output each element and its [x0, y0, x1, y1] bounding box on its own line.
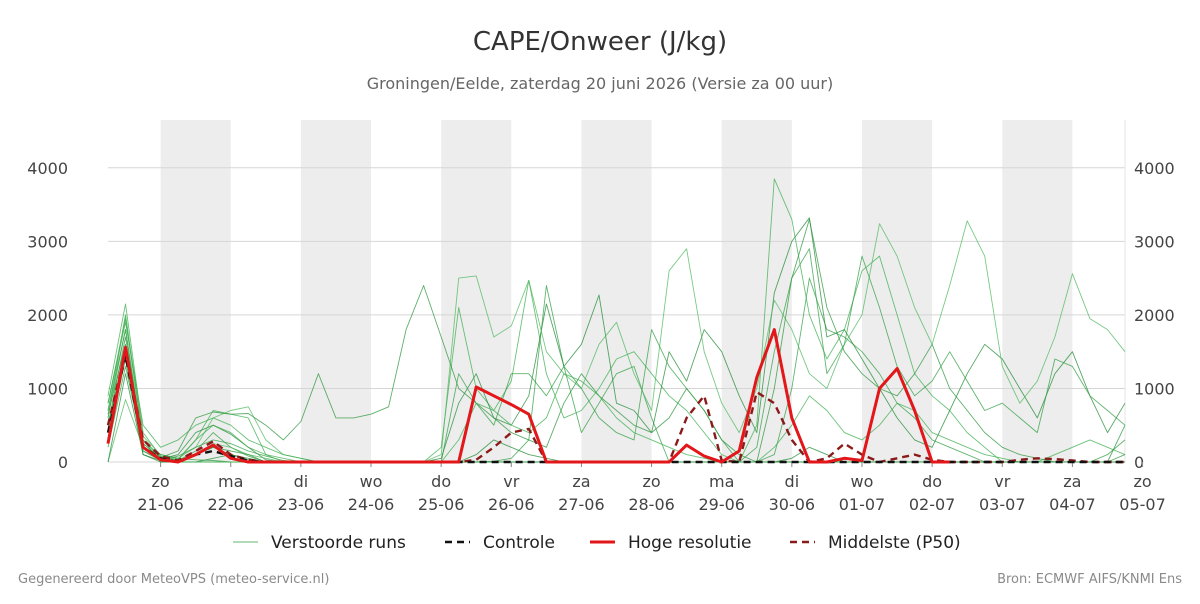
x-tick-date: 22-06 [207, 495, 254, 514]
y-tick-label: 4000 [27, 159, 68, 178]
x-tick-day: ma [709, 472, 734, 491]
x-tick-date: 04-07 [1049, 495, 1096, 514]
day-band [861, 120, 933, 462]
x-tick-day: do [431, 472, 451, 491]
legend-label: Verstoorde runs [271, 533, 406, 553]
ensemble-member-line [107, 218, 1126, 463]
x-tick-date: 25-06 [418, 495, 465, 514]
x-tick-day: zo [152, 472, 170, 491]
y-tick-label: 3000 [1134, 232, 1175, 251]
x-tick-day: za [572, 472, 590, 491]
y-tick-label: 4000 [1134, 159, 1175, 178]
day-band [160, 120, 231, 462]
y-tick-label: 0 [58, 453, 68, 472]
x-tick-date: 23-06 [278, 495, 325, 514]
ensemble-member-line [107, 220, 1126, 463]
chart-subtitle: Groningen/Eelde, zaterdag 20 juni 2026 (… [367, 74, 833, 93]
main-series [106, 328, 1125, 464]
x-tick-day: do [922, 472, 942, 491]
ensemble-member-line [107, 321, 1125, 463]
x-tick-day: wo [851, 472, 874, 491]
legend-label: Hoge resolutie [628, 533, 752, 553]
legend-label: Controle [483, 533, 555, 553]
x-tick-date: 02-07 [909, 495, 956, 514]
day-bands [160, 120, 1073, 462]
x-tick-day: vr [994, 472, 1010, 491]
footer-credit: Gegenereerd door MeteoVPS (meteo-service… [18, 572, 330, 587]
y-tick-label: 2000 [27, 306, 68, 325]
ensemble-member-line [107, 248, 1126, 463]
x-tick-day: za [1063, 472, 1081, 491]
y-tick-label: 1000 [1134, 379, 1175, 398]
y-axis-left: 0 1000 2000 3000 4000 [27, 159, 68, 472]
y-tick-label: 0 [1134, 453, 1144, 472]
x-axis: zo 21-06 ma 22-06 di 23-06 wo 24-06 do 25-06 vr 26-… [137, 462, 1166, 514]
x-tick-day: zo [642, 472, 660, 491]
x-tick-date: 27-06 [558, 495, 605, 514]
x-tick-date: 05-07 [1119, 495, 1166, 514]
x-tick-day: di [785, 472, 800, 491]
x-tick-day: ma [218, 472, 243, 491]
x-tick-date: 24-06 [348, 495, 395, 514]
day-band [1002, 120, 1073, 462]
x-tick-date: 01-07 [839, 495, 886, 514]
y-tick-label: 3000 [27, 232, 68, 251]
ensemble-member-line [107, 178, 1126, 463]
x-tick-day: vr [503, 472, 519, 491]
x-tick-date: 03-07 [979, 495, 1026, 514]
y-tick-label: 1000 [27, 379, 68, 398]
x-tick-date: 28-06 [628, 495, 675, 514]
x-tick-date: 21-06 [137, 495, 184, 514]
series-line [106, 328, 950, 464]
x-tick-day: di [294, 472, 309, 491]
y-axis-right: 0 1000 2000 3000 4000 [1134, 159, 1175, 472]
footer-source: Bron: ECMWF AIFS/KNMI Ens [997, 572, 1182, 587]
legend-label: Middelste (P50) [828, 533, 961, 553]
x-tick-day: wo [360, 472, 383, 491]
day-band [300, 120, 372, 462]
y-tick-label: 2000 [1134, 306, 1175, 325]
x-tick-date: 30-06 [769, 495, 816, 514]
legend: Verstoorde runs Controle Hoge resolutie Mid… [233, 533, 961, 553]
day-band [721, 120, 792, 462]
x-tick-date: 29-06 [698, 495, 745, 514]
x-tick-date: 26-06 [488, 495, 535, 514]
x-tick-day: zo [1133, 472, 1151, 491]
chart-title: CAPE/Onweer (J/kg) [473, 27, 727, 57]
